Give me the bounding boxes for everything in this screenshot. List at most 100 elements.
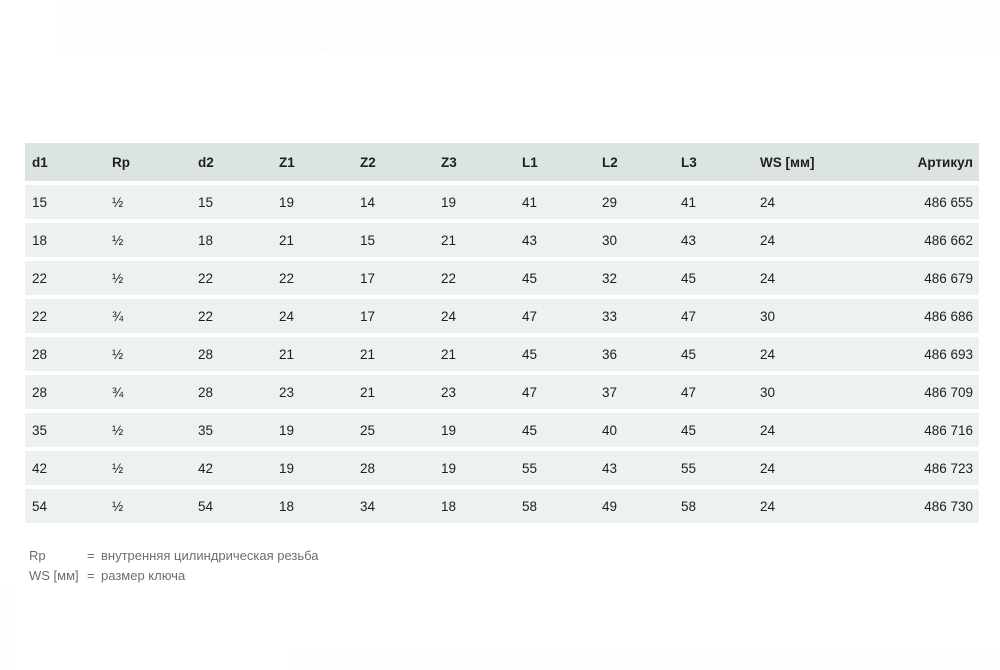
spec-table-body: 15 ½ 15 19 14 19 41 29 41 24 486 655 18 ½ 18 21 15 21 43 3… xyxy=(25,185,979,523)
table-cell: 30 xyxy=(753,375,873,409)
footnote-row: Rp = внутренняя цилиндрическая резьба xyxy=(29,546,319,566)
table-cell: 24 xyxy=(753,489,873,523)
column-header-3: Z1 xyxy=(272,143,353,181)
table-cell: 58 xyxy=(515,489,595,523)
table-cell: 22 xyxy=(25,299,105,333)
table-cell: ½ xyxy=(105,489,191,523)
table-cell: 32 xyxy=(595,261,674,295)
table-row: 22 ½ 22 22 17 22 45 32 45 24 486 679 xyxy=(25,261,979,295)
table-cell: 42 xyxy=(25,451,105,485)
table-cell: 36 xyxy=(595,337,674,371)
table-cell: 21 xyxy=(353,337,434,371)
table-cell: 22 xyxy=(191,261,272,295)
table-cell: 24 xyxy=(753,261,873,295)
footnote-term: Rp xyxy=(29,548,46,563)
table-cell: 24 xyxy=(753,451,873,485)
table-cell: 25 xyxy=(353,413,434,447)
table-cell: 28 xyxy=(25,375,105,409)
table-cell: 18 xyxy=(272,489,353,523)
table-cell: 28 xyxy=(353,451,434,485)
table-cell: 29 xyxy=(595,185,674,219)
table-cell: 49 xyxy=(595,489,674,523)
table-cell: 30 xyxy=(753,299,873,333)
table-cell: 55 xyxy=(674,451,753,485)
footnote-row: WS [мм] = размер ключа xyxy=(29,566,319,586)
table-cell: ½ xyxy=(105,451,191,485)
table-cell: 55 xyxy=(515,451,595,485)
table-cell: 22 xyxy=(272,261,353,295)
table-cell: 17 xyxy=(353,261,434,295)
table-cell: 486 686 xyxy=(873,299,979,333)
table-cell: 18 xyxy=(25,223,105,257)
table-cell: 19 xyxy=(272,413,353,447)
table-cell: 19 xyxy=(434,185,515,219)
table-cell: 41 xyxy=(515,185,595,219)
table-cell: 486 730 xyxy=(873,489,979,523)
table-cell: 47 xyxy=(674,375,753,409)
table-row: 35 ½ 35 19 25 19 45 40 45 24 486 716 xyxy=(25,413,979,447)
table-cell: 18 xyxy=(191,223,272,257)
table-cell: 24 xyxy=(753,185,873,219)
table-row: 18 ½ 18 21 15 21 43 30 43 24 486 662 xyxy=(25,223,979,257)
table-cell: 34 xyxy=(353,489,434,523)
table-cell: ¾ xyxy=(105,299,191,333)
ghost-text-noise-top xyxy=(62,0,1000,54)
table-cell: 35 xyxy=(191,413,272,447)
table-cell: ½ xyxy=(105,185,191,219)
table-cell: 24 xyxy=(753,413,873,447)
table-cell: 58 xyxy=(674,489,753,523)
table-cell: 15 xyxy=(25,185,105,219)
table-cell: 54 xyxy=(191,489,272,523)
column-header-2: d2 xyxy=(191,143,272,181)
table-cell: ¾ xyxy=(105,375,191,409)
table-cell: 24 xyxy=(434,299,515,333)
table-cell: 21 xyxy=(434,337,515,371)
table-row: 54 ½ 54 18 34 18 58 49 58 24 486 730 xyxy=(25,489,979,523)
table-cell: 23 xyxy=(434,375,515,409)
column-header-10: Артикул xyxy=(873,143,979,181)
spec-table: d1 Rp d2 Z1 Z2 Z3 L1 L2 L3 WS [мм] Артикул 15 ½ 15 19… xyxy=(25,139,979,527)
footnote-term: WS [мм] xyxy=(29,568,79,583)
table-cell: 486 655 xyxy=(873,185,979,219)
column-header-9: WS [мм] xyxy=(753,143,873,181)
column-header-0: d1 xyxy=(25,143,105,181)
table-cell: 35 xyxy=(25,413,105,447)
table-cell: 19 xyxy=(434,413,515,447)
table-cell: 42 xyxy=(191,451,272,485)
footnotes: Rp = внутренняя цилиндрическая резьба WS [м… xyxy=(29,546,319,586)
table-cell: 486 693 xyxy=(873,337,979,371)
table-cell: 19 xyxy=(434,451,515,485)
table-cell: 486 723 xyxy=(873,451,979,485)
table-cell: 19 xyxy=(272,451,353,485)
column-header-1: Rp xyxy=(105,143,191,181)
table-cell: ½ xyxy=(105,337,191,371)
table-cell: 41 xyxy=(674,185,753,219)
table-cell: 28 xyxy=(191,375,272,409)
table-cell: 45 xyxy=(515,337,595,371)
footnote-definition: размер ключа xyxy=(101,568,186,583)
table-cell: 43 xyxy=(674,223,753,257)
footnote-eq: = xyxy=(87,548,95,563)
table-cell: 47 xyxy=(515,375,595,409)
table-cell: 21 xyxy=(434,223,515,257)
column-header-8: L3 xyxy=(674,143,753,181)
table-cell: 486 716 xyxy=(873,413,979,447)
table-cell: 43 xyxy=(595,451,674,485)
table-cell: 28 xyxy=(25,337,105,371)
table-cell: 486 662 xyxy=(873,223,979,257)
table-cell: 22 xyxy=(25,261,105,295)
table-cell: 45 xyxy=(674,261,753,295)
table-cell: 21 xyxy=(353,375,434,409)
column-header-6: L1 xyxy=(515,143,595,181)
table-cell: 21 xyxy=(272,337,353,371)
table-cell: ½ xyxy=(105,413,191,447)
table-cell: 24 xyxy=(272,299,353,333)
table-cell: 23 xyxy=(272,375,353,409)
table-cell: 28 xyxy=(191,337,272,371)
table-cell: 21 xyxy=(272,223,353,257)
table-cell: 486 679 xyxy=(873,261,979,295)
column-header-5: Z3 xyxy=(434,143,515,181)
table-row: 28 ½ 28 21 21 21 45 36 45 24 486 693 xyxy=(25,337,979,371)
column-header-4: Z2 xyxy=(353,143,434,181)
table-cell: 54 xyxy=(25,489,105,523)
